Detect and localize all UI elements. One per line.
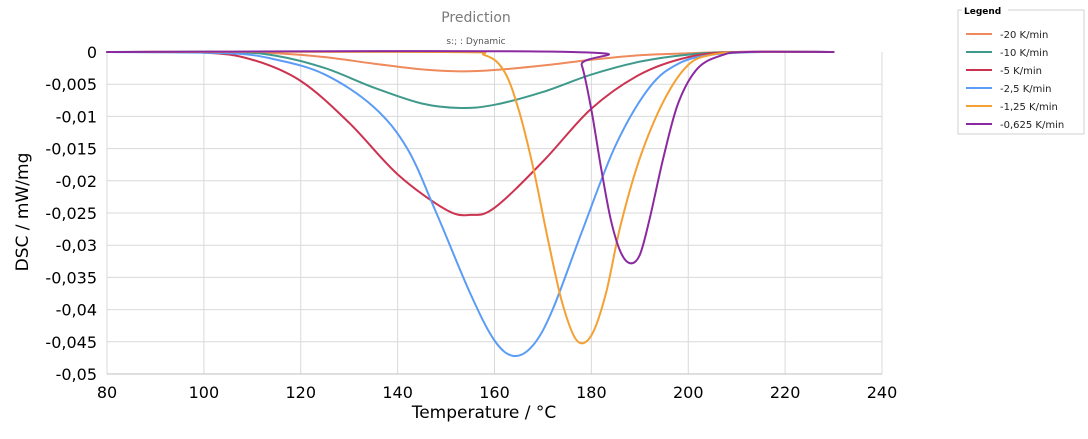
y-tick-label: -0,035 [45, 268, 97, 287]
x-tick-label: 180 [576, 383, 607, 402]
series-line-5 [106, 50, 835, 345]
y-tick-label: -0,005 [45, 75, 97, 94]
x-tick-label: 220 [770, 383, 801, 402]
y-tick-label: -0,04 [56, 301, 97, 320]
x-tick-label: 120 [285, 383, 316, 402]
legend-title: Legend [964, 7, 1001, 17]
legend-entry-label: -5 K/min [1000, 66, 1042, 77]
y-tick-label: 0 [87, 43, 97, 62]
plot-area [106, 50, 835, 358]
series-line-2 [106, 50, 835, 110]
x-tick-label: 100 [189, 383, 220, 402]
y-axis-title: DSC / mW/mg [13, 153, 33, 272]
series-line-1 [106, 50, 835, 73]
x-tick-label: 200 [673, 383, 704, 402]
y-tick-label: -0,025 [45, 204, 97, 223]
y-tick-label: -0,02 [56, 172, 97, 191]
x-axis-title: Temperature / °C [411, 403, 557, 423]
series-line-3 [106, 50, 835, 217]
chart-title: Prediction [441, 10, 511, 26]
legend-entry-label: -1,25 K/min [1000, 102, 1058, 113]
series-line-4 [106, 50, 835, 358]
grid [106, 52, 883, 375]
y-tick-label: -0,045 [45, 333, 97, 352]
x-tick-label: 80 [97, 383, 117, 402]
series-line-6 [106, 50, 835, 265]
legend-entry-label: -20 K/min [1000, 30, 1048, 41]
x-tick-label: 240 [867, 383, 898, 402]
legend-entry-label: -10 K/min [1000, 48, 1048, 59]
y-tick-label: -0,015 [45, 140, 97, 159]
axes: 80 100 120 140 160 180 200 220 240 0 -0,005 -0,01 -0… [45, 43, 897, 402]
legend: Legend -20 K/min -10 K/min -5 K/min -2,5 K/… [957, 4, 1085, 135]
chart-subtitle: s:; : Dynamic [446, 37, 505, 47]
y-tick-label: -0,01 [56, 107, 97, 126]
y-tick-label: -0,05 [56, 365, 97, 384]
legend-entry-label: -2,5 K/min [1000, 84, 1051, 95]
x-tick-label: 160 [479, 383, 510, 402]
legend-box [957, 9, 1085, 135]
x-tick-label: 140 [382, 383, 413, 402]
y-tick-label: -0,03 [56, 236, 97, 255]
legend-entry-label: -0,625 K/min [1000, 120, 1064, 131]
